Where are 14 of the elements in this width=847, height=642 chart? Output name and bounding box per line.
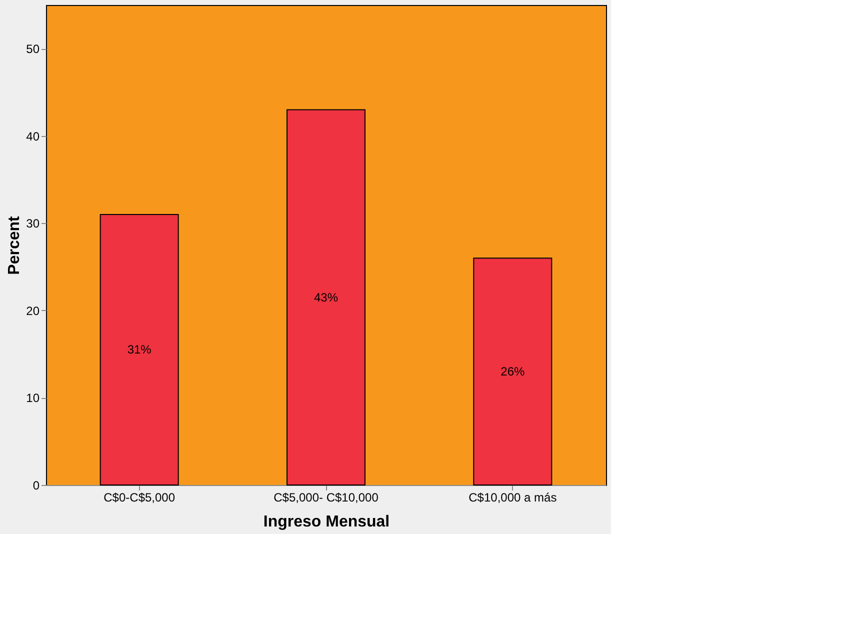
x-tick-label: C$5,000- C$10,000 <box>274 490 379 504</box>
y-tick-label: 0 <box>32 478 40 492</box>
x-axis-title: Ingreso Mensual <box>263 514 390 530</box>
data-label: 26% <box>500 364 525 379</box>
y-tick-label: 20 <box>26 304 40 318</box>
y-tick-label: 50 <box>26 42 40 56</box>
y-tick-label: 30 <box>26 216 40 231</box>
data-label: 31% <box>127 342 152 357</box>
x-tick-label: C$0-C$5,000 <box>104 490 176 504</box>
y-tick-label: 10 <box>26 391 40 406</box>
x-tick-label: C$10,000 a más <box>468 490 557 504</box>
y-tick-label: 40 <box>26 129 40 144</box>
y-axis-title: Percent <box>6 215 24 275</box>
data-label: 43% <box>314 290 338 304</box>
